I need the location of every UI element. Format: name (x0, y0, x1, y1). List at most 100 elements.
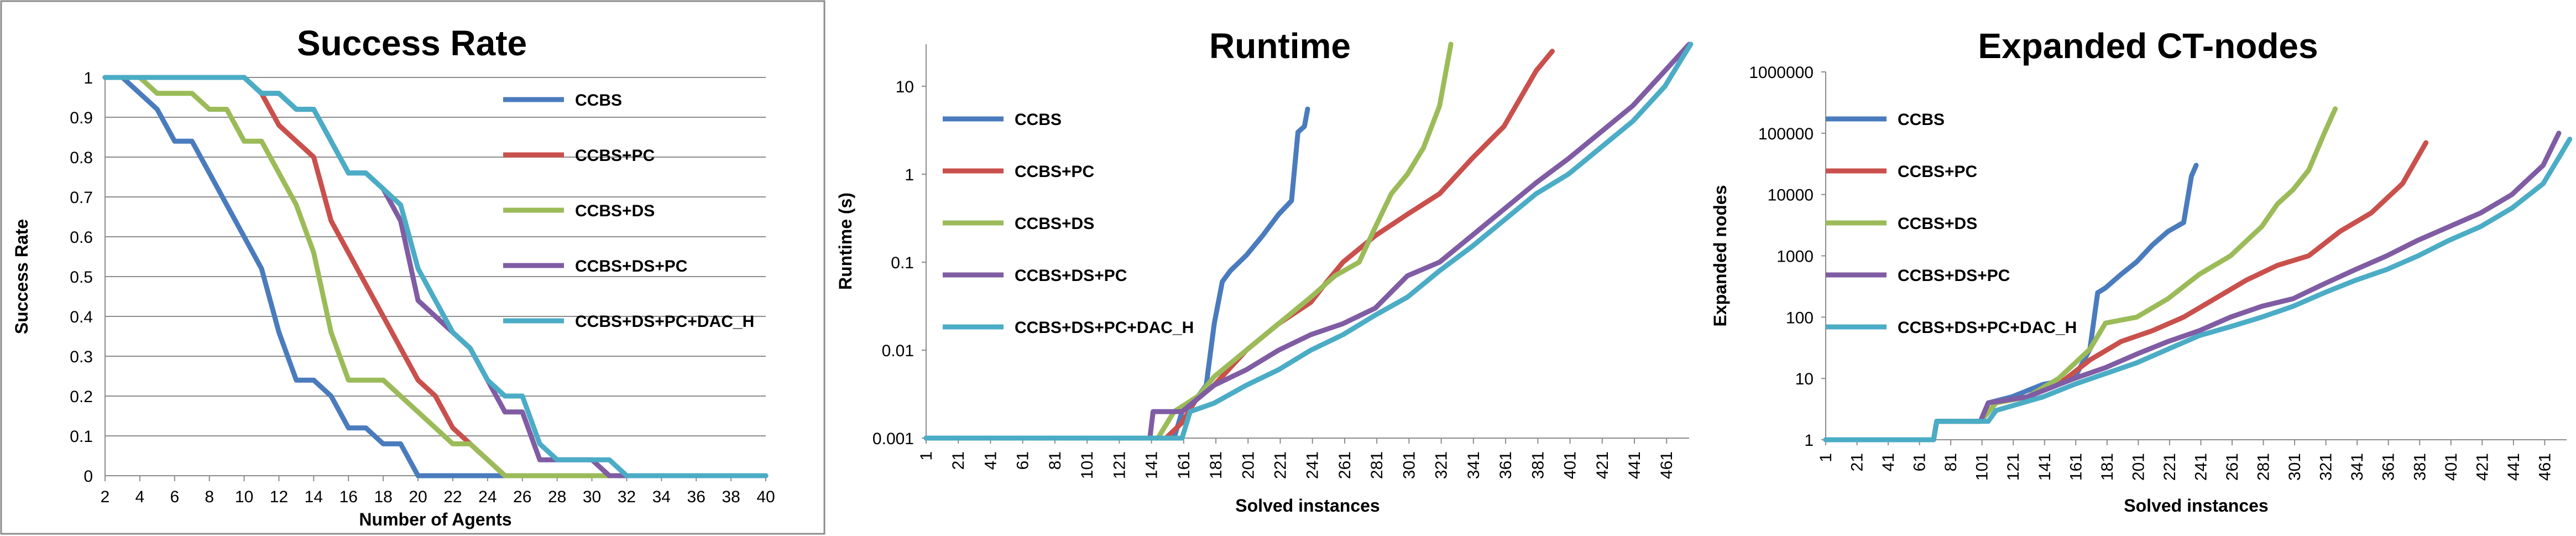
x-tick-label: 401 (1561, 451, 1580, 479)
x-tick-label: 61 (1911, 453, 1929, 471)
x-tick-label: 21 (1848, 453, 1867, 471)
x-tick-label: 301 (2286, 453, 2304, 481)
x-tick-label: 241 (1304, 451, 1322, 479)
x-tick-label: 261 (1336, 451, 1354, 479)
x-tick-label: 16 (339, 488, 358, 506)
y-axis-label: Expanded nodes (1710, 185, 1730, 326)
legend-entry: CCBS+DS+PC+DAC_H (575, 313, 754, 331)
legend-entry: CCBS+DS+PC+DAC_H (1015, 319, 1194, 337)
y-tick-label: 0 (83, 467, 93, 486)
x-tick-label: 18 (374, 488, 392, 506)
x-tick-label: 461 (2536, 453, 2554, 481)
x-tick-label: 36 (687, 488, 706, 506)
legend-entry: CCBS+PC (1898, 163, 1977, 181)
x-tick-label: 1 (1817, 453, 1835, 462)
x-tick-label: 361 (1497, 451, 1515, 479)
x-axis-label: Number of Agents (359, 509, 511, 529)
x-tick-label: 81 (1046, 451, 1064, 470)
y-tick-label: 0.1 (891, 254, 914, 272)
x-tick-label: 221 (1272, 451, 1290, 479)
chart-title: Runtime (1209, 26, 1351, 66)
legend-entry: CCBS+DS+PC (575, 257, 687, 275)
x-tick-label: 26 (513, 488, 531, 506)
expanded-nodes-panel: Expanded CT-nodes 1 10 100 1000 10000 100000 10… (1701, 0, 2576, 536)
x-tick-label: 101 (1078, 451, 1096, 479)
x-tick-label: 8 (205, 488, 214, 506)
legend-entry: CCBS (575, 91, 622, 110)
x-tick-label: 221 (2161, 453, 2179, 481)
x-axis-label: Solved instances (1235, 496, 1380, 516)
y-tick-label: 0.7 (70, 189, 93, 207)
x-tick-label: 101 (1973, 453, 1992, 481)
expanded-nodes-chart: Expanded CT-nodes 1 10 100 1000 10000 100000 10… (1710, 26, 2573, 516)
x-tick-label: 441 (2505, 453, 2523, 481)
series-line-3 (923, 41, 1692, 441)
x-tick-label: 121 (2004, 453, 2023, 481)
x-tick-label: 301 (1400, 451, 1418, 479)
x-tick-label: 181 (2098, 453, 2117, 481)
x-tick-label: 361 (2380, 453, 2398, 481)
chart-title: Success Rate (297, 23, 527, 63)
x-tick-label: 201 (1239, 451, 1257, 479)
x-tick-label: 341 (2348, 453, 2366, 481)
x-tick-label: 24 (478, 488, 497, 506)
y-tick-label: 10 (896, 78, 914, 96)
y-tick-label: 1 (1804, 431, 1814, 450)
legend-entry: CCBS (1015, 111, 1062, 129)
legend-entry: CCBS+DS (575, 202, 655, 220)
x-tick-label: 2 (101, 488, 110, 506)
y-tick-label: 0.6 (70, 228, 93, 247)
x-tick-label: 281 (1368, 451, 1386, 479)
y-tick-label: 100 (1786, 309, 1814, 327)
x-tick-label: 41 (1879, 453, 1898, 471)
x-tick-label: 6 (170, 488, 179, 506)
legend-entry: CCBS+DS (1015, 215, 1094, 233)
series-line-4 (102, 75, 769, 478)
x-tick-label: 461 (1658, 451, 1676, 479)
y-tick-label: 0.1 (70, 428, 93, 446)
x-tick-label: 321 (2317, 453, 2335, 481)
x-tick-label: 28 (548, 488, 566, 506)
y-tick-label: 0.4 (70, 308, 93, 326)
x-tick-label: 161 (1175, 451, 1193, 479)
series-line-4 (1823, 137, 2573, 443)
x-tick-label: 20 (409, 488, 427, 506)
y-tick-label: 10000 (1768, 186, 1814, 205)
runtime-panel: Runtime 0.001 0.01 0.1 1 10 1 21 41 61 81 101 121 141… (827, 0, 1701, 536)
y-tick-label: 1000000 (1749, 64, 1814, 82)
legend-entry: CCBS+DS (1898, 215, 1977, 233)
legend-entry: CCBS+PC (575, 147, 655, 165)
y-tick-label: 1 (905, 166, 914, 184)
legend-entry: CCBS+DS+PC (1015, 267, 1127, 285)
y-tick-label: 0.3 (70, 348, 93, 366)
legend-entry: CCBS (1898, 111, 1945, 129)
x-tick-label: 141 (1143, 451, 1161, 479)
series-line-3 (1823, 131, 2562, 443)
y-tick-label: 0.01 (882, 342, 914, 360)
x-tick-label: 321 (1433, 451, 1451, 479)
x-tick-label: 4 (135, 488, 145, 506)
x-tick-label: 201 (2129, 453, 2147, 481)
y-tick-label: 1 (83, 69, 93, 87)
y-tick-label: 0.001 (872, 430, 914, 448)
x-tick-label: 381 (1529, 451, 1547, 479)
x-tick-label: 381 (2411, 453, 2429, 481)
success-rate-chart: Success Rate 0 0.1 0.2 0.3 0.4 0.5 0.6 0.7 0.8 0.9… (0, 0, 825, 535)
x-tick-label: 1 (917, 451, 936, 461)
x-tick-label: 161 (2067, 453, 2085, 481)
x-tick-label: 441 (1626, 451, 1644, 479)
chart-border (0, 0, 825, 535)
x-tick-label: 21 (949, 451, 968, 470)
series-line-4 (923, 41, 1694, 441)
x-tick-label: 341 (1465, 451, 1483, 479)
series-line-1 (1823, 140, 2429, 443)
x-tick-label: 61 (1014, 451, 1032, 470)
x-tick-label: 81 (1942, 453, 1960, 471)
x-tick-label: 32 (618, 488, 636, 506)
x-tick-label: 141 (2036, 453, 2054, 481)
legend-entry: CCBS+DS+PC (1898, 267, 2010, 285)
x-tick-label: 421 (2473, 453, 2491, 481)
y-tick-label: 0.2 (70, 388, 93, 406)
x-tick-label: 10 (235, 488, 253, 506)
